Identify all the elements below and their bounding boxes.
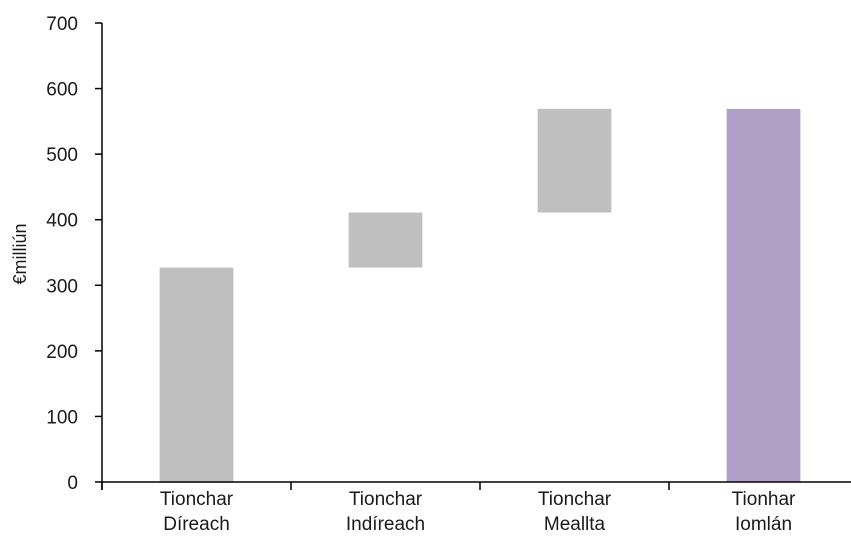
x-category-label: Tionhar Iomlán [732, 489, 796, 535]
bar [726, 108, 801, 483]
bar [537, 108, 612, 213]
y-tick-label: 200 [46, 342, 78, 363]
x-category-label: Tionchar Meallta [538, 489, 612, 535]
x-category-label: Tionchar Indíreach [346, 489, 425, 535]
y-tick-label: 700 [46, 14, 78, 35]
bar [348, 212, 423, 268]
y-tick-label: 500 [46, 145, 78, 166]
x-axis: Tionchar Díreach Tionchar Indíreach Tionchar… [101, 481, 851, 535]
y-tick-label: 300 [46, 276, 78, 297]
y-tick-label: 400 [46, 211, 78, 232]
bars [159, 108, 801, 483]
y-tick-label: 600 [46, 80, 78, 101]
x-category-label: Tionchar Díreach [160, 489, 234, 535]
y-tick-label: 0 [67, 473, 78, 494]
y-axis: 0 100 200 300 400 500 600 700 [46, 14, 103, 494]
y-tick-label: 100 [46, 407, 78, 428]
bar [159, 267, 234, 482]
y-axis-label: €milliún [10, 223, 30, 284]
